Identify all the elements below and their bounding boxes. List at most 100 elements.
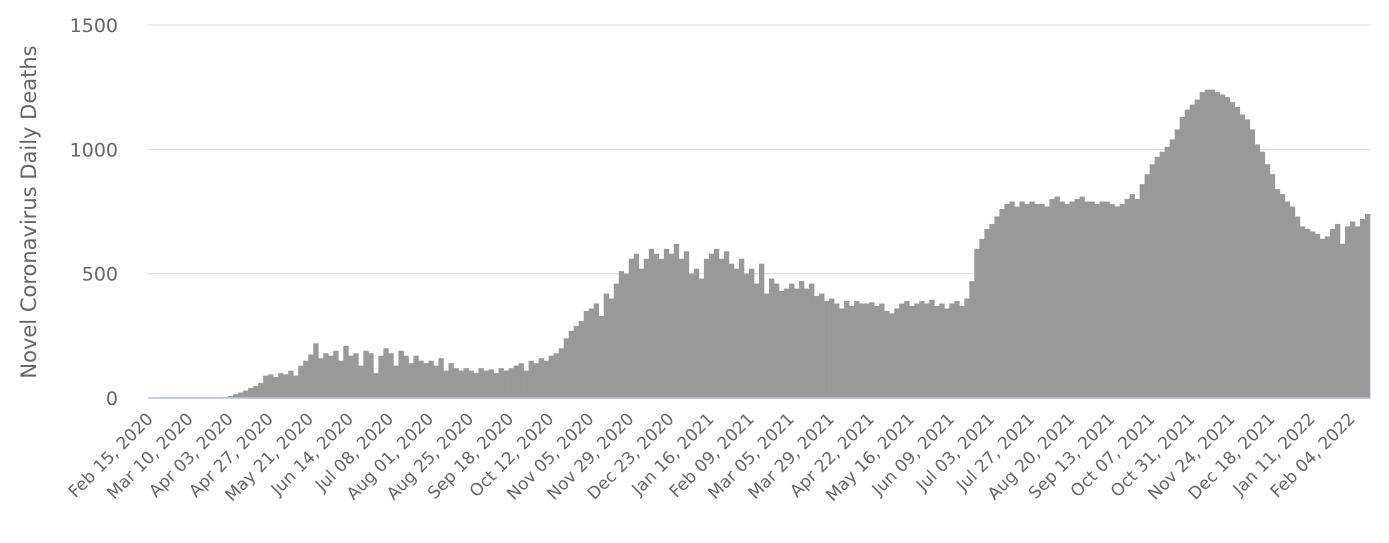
bar bbox=[618, 271, 625, 398]
bar bbox=[588, 308, 595, 398]
bar bbox=[723, 251, 730, 398]
bar bbox=[794, 288, 800, 398]
bar bbox=[779, 291, 785, 398]
bar bbox=[733, 268, 740, 398]
bar bbox=[413, 355, 419, 398]
bar bbox=[814, 296, 820, 398]
bar bbox=[784, 288, 790, 398]
bar bbox=[889, 313, 895, 398]
bar bbox=[308, 354, 314, 398]
bar bbox=[984, 228, 990, 398]
bar bbox=[1334, 223, 1341, 398]
bar bbox=[1254, 144, 1261, 398]
bar bbox=[959, 305, 965, 398]
bar bbox=[819, 293, 825, 398]
bar bbox=[683, 251, 690, 398]
bar bbox=[939, 303, 945, 398]
bar bbox=[1249, 129, 1256, 398]
bar bbox=[909, 305, 915, 398]
bar bbox=[954, 301, 960, 398]
bar bbox=[1084, 201, 1090, 398]
bar bbox=[373, 373, 379, 398]
bar bbox=[894, 308, 900, 398]
bar bbox=[293, 375, 299, 398]
bar bbox=[443, 370, 449, 398]
bar bbox=[799, 281, 805, 398]
bar bbox=[934, 305, 940, 398]
bar bbox=[1209, 89, 1216, 399]
bar bbox=[493, 373, 499, 398]
bar bbox=[518, 363, 524, 398]
bar bbox=[318, 358, 324, 398]
bar bbox=[483, 370, 489, 398]
bar bbox=[1354, 226, 1361, 398]
bar bbox=[498, 368, 504, 398]
bar bbox=[423, 363, 429, 398]
bar bbox=[1289, 206, 1296, 398]
bar bbox=[864, 303, 870, 398]
bar bbox=[348, 355, 354, 398]
bar bbox=[573, 325, 580, 398]
bar bbox=[789, 283, 795, 398]
bar bbox=[1059, 201, 1065, 398]
bar bbox=[849, 305, 855, 398]
bar bbox=[1349, 221, 1356, 398]
bar bbox=[1034, 204, 1040, 398]
bar bbox=[989, 223, 995, 398]
bar bbox=[1259, 151, 1266, 398]
bar bbox=[433, 365, 439, 398]
bar bbox=[383, 348, 389, 398]
y-tick-label: 500 bbox=[82, 264, 118, 286]
bar bbox=[1364, 213, 1371, 398]
bar bbox=[503, 370, 509, 398]
bar bbox=[258, 383, 264, 398]
bar bbox=[1009, 201, 1015, 398]
bar bbox=[1219, 94, 1226, 399]
bar bbox=[688, 273, 695, 398]
bar bbox=[248, 388, 254, 398]
bar bbox=[638, 268, 645, 398]
bar bbox=[613, 283, 620, 398]
bar bbox=[623, 273, 630, 398]
bar bbox=[1099, 201, 1105, 398]
bar bbox=[1079, 196, 1085, 398]
bar bbox=[1094, 204, 1100, 398]
bar bbox=[428, 360, 434, 398]
bar bbox=[969, 281, 975, 398]
bar bbox=[603, 293, 610, 398]
bar bbox=[1129, 194, 1135, 398]
bar bbox=[1339, 243, 1346, 398]
bar bbox=[1114, 206, 1120, 398]
bar bbox=[869, 302, 875, 398]
bar bbox=[914, 303, 920, 398]
bar bbox=[358, 365, 364, 398]
bar bbox=[1319, 238, 1326, 398]
bar bbox=[463, 368, 469, 398]
bar bbox=[748, 268, 755, 398]
bar bbox=[753, 283, 760, 398]
bar bbox=[418, 360, 424, 398]
bar bbox=[999, 209, 1005, 398]
bar bbox=[508, 368, 514, 398]
bar bbox=[653, 253, 660, 398]
bar bbox=[673, 243, 680, 398]
bar bbox=[648, 248, 655, 398]
bar bbox=[1359, 218, 1366, 398]
bar bbox=[944, 308, 950, 398]
bar bbox=[839, 308, 845, 398]
bar bbox=[1044, 206, 1050, 398]
bar bbox=[1324, 236, 1331, 398]
bar bbox=[283, 374, 289, 398]
bar bbox=[1279, 194, 1286, 398]
bar bbox=[303, 360, 309, 398]
bar bbox=[979, 238, 985, 398]
bar bbox=[824, 301, 830, 398]
bar bbox=[1239, 114, 1246, 399]
bar bbox=[809, 283, 815, 398]
bar bbox=[263, 375, 269, 398]
bar bbox=[743, 273, 750, 398]
bar bbox=[563, 338, 569, 398]
bar bbox=[438, 358, 444, 398]
bar bbox=[253, 386, 259, 398]
bar bbox=[453, 368, 459, 398]
